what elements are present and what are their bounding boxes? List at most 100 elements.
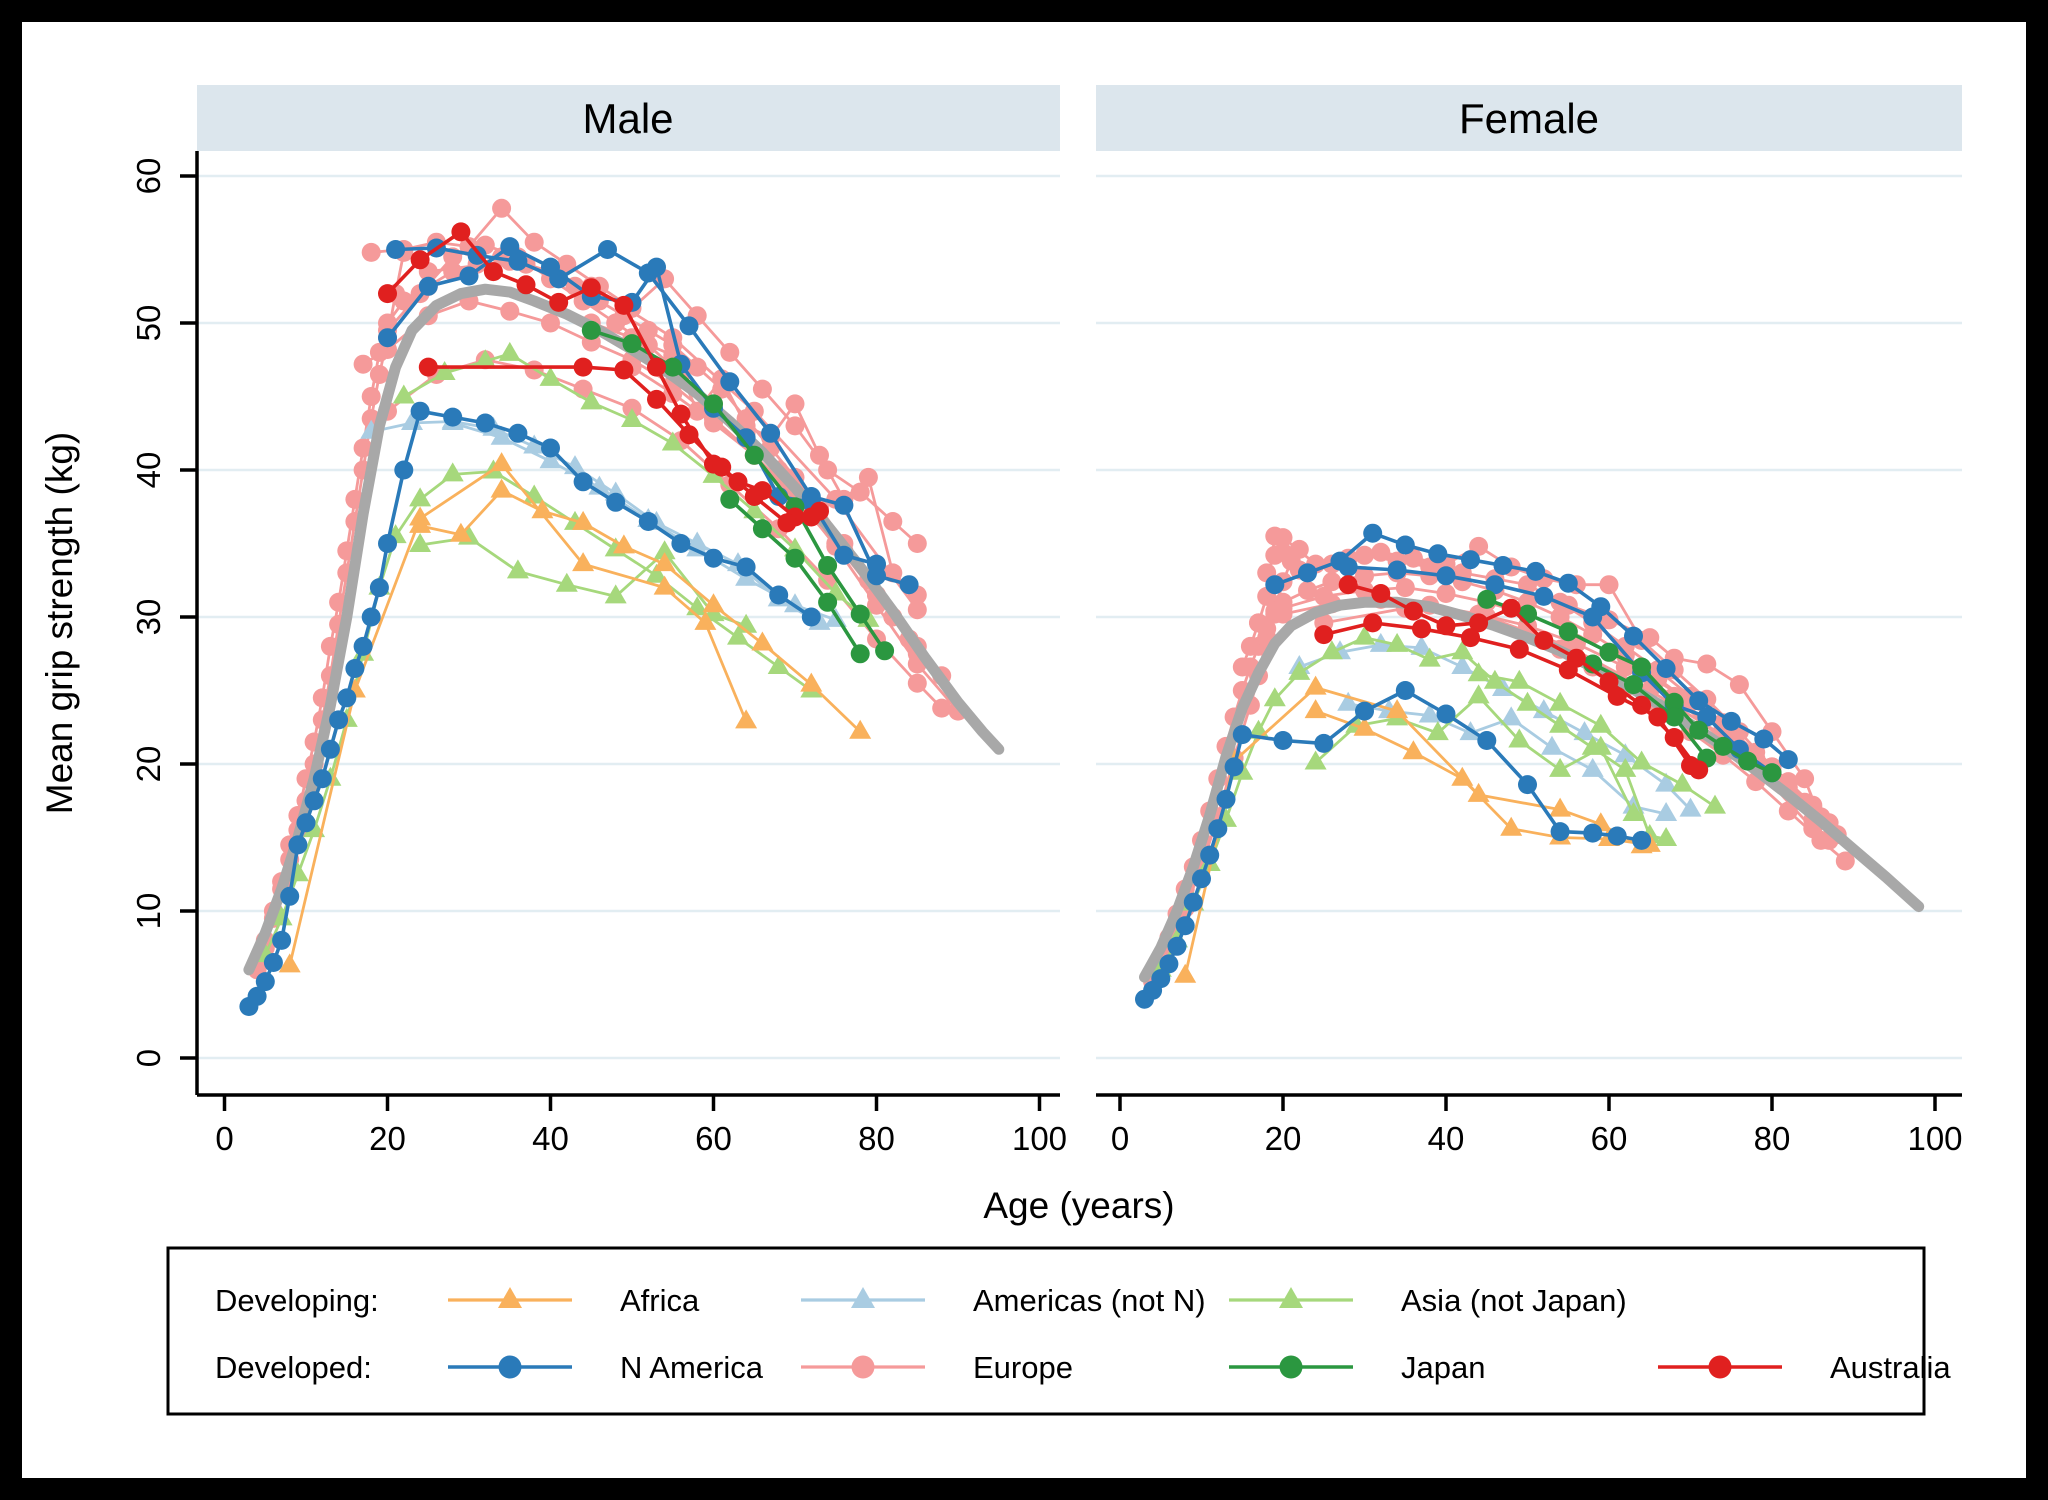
female-n_america-markers-17 — [1135, 681, 1652, 1009]
australia-point — [451, 222, 471, 242]
europe-point — [1249, 613, 1268, 633]
japan-point — [1632, 657, 1652, 677]
n_america-point — [296, 813, 316, 833]
n_america-point — [1624, 626, 1643, 646]
europe-point — [1289, 539, 1309, 559]
japan-point — [1518, 604, 1537, 624]
n-america-legend-label: N America — [620, 1350, 764, 1385]
y-tick-label-20: 20 — [130, 746, 167, 783]
asia-point — [409, 533, 432, 552]
n_america-point — [761, 423, 781, 443]
australia-point — [1469, 613, 1489, 633]
japan-point — [622, 334, 642, 354]
n_america-point — [1216, 789, 1236, 809]
australia-point — [1371, 584, 1391, 603]
japan-point — [1664, 692, 1684, 712]
n_america-point — [1778, 750, 1798, 770]
legend-group-developing: Developing: — [215, 1283, 379, 1318]
asia-point — [1353, 625, 1376, 645]
n_america-point — [769, 585, 789, 605]
europe-point — [492, 198, 512, 218]
n_america-point — [443, 407, 463, 427]
europe-point — [1436, 584, 1456, 603]
americas-point — [1532, 699, 1555, 719]
legend-swatch-marker — [1708, 1355, 1732, 1379]
n_america-point — [272, 930, 292, 950]
male-x-tick-label-0: 0 — [215, 1120, 233, 1157]
male-panel-title: Male — [582, 95, 673, 142]
japan-point — [1689, 720, 1709, 740]
n_america-point — [1558, 573, 1578, 593]
male-australia-markers-23 — [418, 357, 821, 533]
legend-swatch-marker — [1279, 1355, 1303, 1379]
n_america-point — [263, 953, 283, 972]
europe-point — [361, 242, 381, 262]
female-asia-markers-13 — [1467, 662, 1726, 814]
africa-point — [490, 452, 513, 472]
americas-point — [1679, 797, 1702, 817]
male-australia-markers-22 — [378, 222, 829, 527]
male-n_america-markers-17 — [239, 401, 821, 1016]
asia-point — [433, 361, 456, 380]
africa-point — [612, 534, 635, 554]
europe-point — [1240, 636, 1260, 656]
australia-point — [614, 295, 634, 315]
n_america-point — [834, 545, 854, 565]
n_america-point — [312, 769, 332, 789]
africa-point — [278, 953, 301, 973]
asia-point — [1549, 757, 1572, 777]
n_america-point — [541, 257, 560, 277]
europe-point — [883, 512, 903, 531]
n_america-point — [1754, 729, 1774, 749]
female-panel-title: Female — [1459, 95, 1599, 142]
n_america-point — [353, 636, 373, 656]
n_america-point — [1656, 659, 1676, 678]
americas-point — [490, 425, 513, 445]
africa-point — [653, 575, 676, 595]
africa-point — [1353, 716, 1376, 736]
female-japan-markers-21 — [1583, 654, 1717, 768]
n_america-point — [1485, 575, 1505, 595]
n_america-point — [801, 607, 821, 627]
asia-legend-label: Asia (not Japan) — [1401, 1283, 1627, 1318]
australia-point — [1599, 672, 1619, 692]
europe-point — [932, 698, 952, 718]
n_america-point — [1314, 733, 1334, 753]
europe-point — [1322, 572, 1342, 592]
n_america-point — [394, 460, 414, 480]
australia-point — [1681, 756, 1700, 775]
asia-point — [474, 349, 497, 369]
australia-point — [777, 513, 797, 533]
asia-point — [1671, 772, 1694, 792]
male-panel-band — [197, 85, 1060, 151]
female-n_america-markers-18 — [1265, 523, 1798, 770]
europe-point — [1395, 578, 1415, 598]
americas-point — [784, 593, 806, 613]
n_america-point — [320, 739, 340, 759]
n_america-point — [418, 276, 438, 296]
europe-point — [1778, 801, 1798, 821]
male-japan-markers-21 — [720, 489, 870, 664]
africa-point — [1304, 699, 1327, 719]
n_america-point — [736, 428, 756, 448]
africa-point — [735, 709, 758, 729]
europe-point — [785, 416, 805, 436]
male-x-tick-label-40: 40 — [532, 1120, 569, 1157]
asia-point — [1614, 757, 1637, 777]
europe-point — [907, 534, 927, 553]
n_america-point — [1298, 563, 1317, 583]
japan-point — [850, 604, 870, 624]
japan-point — [875, 641, 895, 661]
europe-point — [907, 600, 927, 620]
europe-point — [1298, 581, 1317, 600]
americas-point — [1410, 635, 1433, 655]
asia-point — [743, 499, 766, 519]
japan-point — [1624, 675, 1643, 695]
africa-point — [572, 510, 595, 530]
legend: Developing: Africa Americas (not N) Asia… — [166, 1246, 1951, 1416]
y-tick-label-0: 0 — [130, 1049, 167, 1067]
asia-point — [441, 462, 464, 482]
n_america-point — [1232, 725, 1252, 745]
australia-point — [1338, 575, 1358, 595]
asia-point — [1263, 687, 1286, 707]
